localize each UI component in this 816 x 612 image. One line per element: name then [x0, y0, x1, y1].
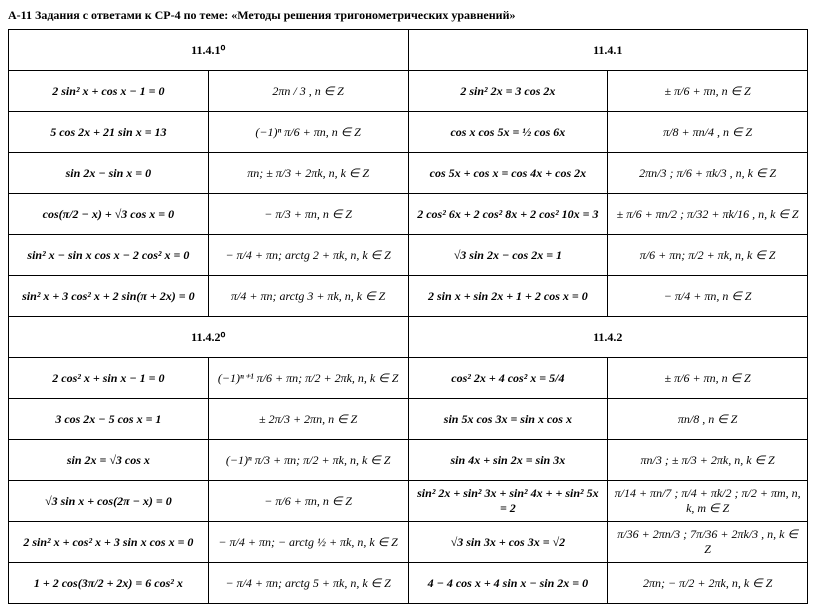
equation-cell: 2 sin² 2x = 3 cos 2x: [408, 71, 608, 112]
equation-cell: 2 cos² x + sin x − 1 = 0: [9, 358, 209, 399]
answer-cell: πn/8 , n ∈ Z: [608, 399, 808, 440]
equation-cell: 2 sin² x + cos² x + 3 sin x cos x = 0: [9, 522, 209, 563]
equation-cell: 2 cos² 6x + 2 cos² 8x + 2 cos² 10x = 3: [408, 194, 608, 235]
section-header-right: 11.4.1: [408, 30, 808, 71]
page-title: А-11 Задания с ответами к СР-4 по теме: …: [8, 8, 808, 23]
equation-cell: 2 sin x + sin 2x + 1 + 2 cos x = 0: [408, 276, 608, 317]
answer-cell: − π/4 + πn; arctg 2 + πk, n, k ∈ Z: [208, 235, 408, 276]
equation-cell: cos x cos 5x = ½ cos 6x: [408, 112, 608, 153]
section-header-left: 11.4.2⁰: [9, 317, 409, 358]
equation-cell: 5 cos 2x + 21 sin x = 13: [9, 112, 209, 153]
equation-cell: sin² 2x + sin² 3x + sin² 4x + + sin² 5x …: [408, 481, 608, 522]
equation-cell: sin 2x − sin x = 0: [9, 153, 209, 194]
answer-cell: ± π/6 + πn, n ∈ Z: [608, 358, 808, 399]
equation-cell: √3 sin 2x − cos 2x = 1: [408, 235, 608, 276]
answer-cell: ± π/6 + πn/2 ; π/32 + πk/16 , n, k ∈ Z: [608, 194, 808, 235]
answer-cell: 2πn/3 ; π/6 + πk/3 , n, k ∈ Z: [608, 153, 808, 194]
answer-cell: πn; ± π/3 + 2πk, n, k ∈ Z: [208, 153, 408, 194]
answer-cell: (−1)ⁿ⁺¹ π/6 + πn; π/2 + 2πk, n, k ∈ Z: [208, 358, 408, 399]
answer-cell: π/8 + πn/4 , n ∈ Z: [608, 112, 808, 153]
answer-cell: π/4 + πn; arctg 3 + πk, n, k ∈ Z: [208, 276, 408, 317]
answer-cell: ± 2π/3 + 2πn, n ∈ Z: [208, 399, 408, 440]
answer-cell: 2πn / 3 , n ∈ Z: [208, 71, 408, 112]
equation-cell: cos² 2x + 4 cos² x = 5/4: [408, 358, 608, 399]
equation-cell: cos(π/2 − x) + √3 cos x = 0: [9, 194, 209, 235]
equation-cell: sin² x − sin x cos x − 2 cos² x = 0: [9, 235, 209, 276]
answer-cell: − π/4 + πn; arctg 5 + πk, n, k ∈ Z: [208, 563, 408, 604]
answer-cell: 2πn; − π/2 + 2πk, n, k ∈ Z: [608, 563, 808, 604]
answer-cell: − π/4 + πn; − arctg ½ + πk, n, k ∈ Z: [208, 522, 408, 563]
answer-cell: ± π/6 + πn, n ∈ Z: [608, 71, 808, 112]
equation-cell: 3 cos 2x − 5 cos x = 1: [9, 399, 209, 440]
equation-cell: √3 sin 3x + cos 3x = √2: [408, 522, 608, 563]
answer-cell: π/14 + πn/7 ; π/4 + πk/2 ; π/2 + πm, n, …: [608, 481, 808, 522]
equation-cell: sin 5x cos 3x = sin x cos x: [408, 399, 608, 440]
answer-cell: (−1)ⁿ π/3 + πn; π/2 + πk, n, k ∈ Z: [208, 440, 408, 481]
section-header-left: 11.4.1⁰: [9, 30, 409, 71]
equation-cell: sin 4x + sin 2x = sin 3x: [408, 440, 608, 481]
answer-cell: − π/6 + πn, n ∈ Z: [208, 481, 408, 522]
answer-cell: (−1)ⁿ π/6 + πn, n ∈ Z: [208, 112, 408, 153]
main-table: 11.4.1⁰11.4.12 sin² x + cos x − 1 = 02πn…: [8, 29, 808, 604]
equation-cell: cos 5x + cos x = cos 4x + cos 2x: [408, 153, 608, 194]
equation-cell: 1 + 2 cos(3π/2 + 2x) = 6 cos² x: [9, 563, 209, 604]
answer-cell: π/36 + 2πn/3 ; 7π/36 + 2πk/3 , n, k ∈ Z: [608, 522, 808, 563]
equation-cell: sin 2x = √3 cos x: [9, 440, 209, 481]
section-header-right: 11.4.2: [408, 317, 808, 358]
equation-cell: 4 − 4 cos x + 4 sin x − sin 2x = 0: [408, 563, 608, 604]
answer-cell: πn/3 ; ± π/3 + 2πk, n, k ∈ Z: [608, 440, 808, 481]
equation-cell: sin² x + 3 cos² x + 2 sin(π + 2x) = 0: [9, 276, 209, 317]
answer-cell: − π/4 + πn, n ∈ Z: [608, 276, 808, 317]
answer-cell: π/6 + πn; π/2 + πk, n, k ∈ Z: [608, 235, 808, 276]
equation-cell: √3 sin x + cos(2π − x) = 0: [9, 481, 209, 522]
equation-cell: 2 sin² x + cos x − 1 = 0: [9, 71, 209, 112]
answer-cell: − π/3 + πn, n ∈ Z: [208, 194, 408, 235]
